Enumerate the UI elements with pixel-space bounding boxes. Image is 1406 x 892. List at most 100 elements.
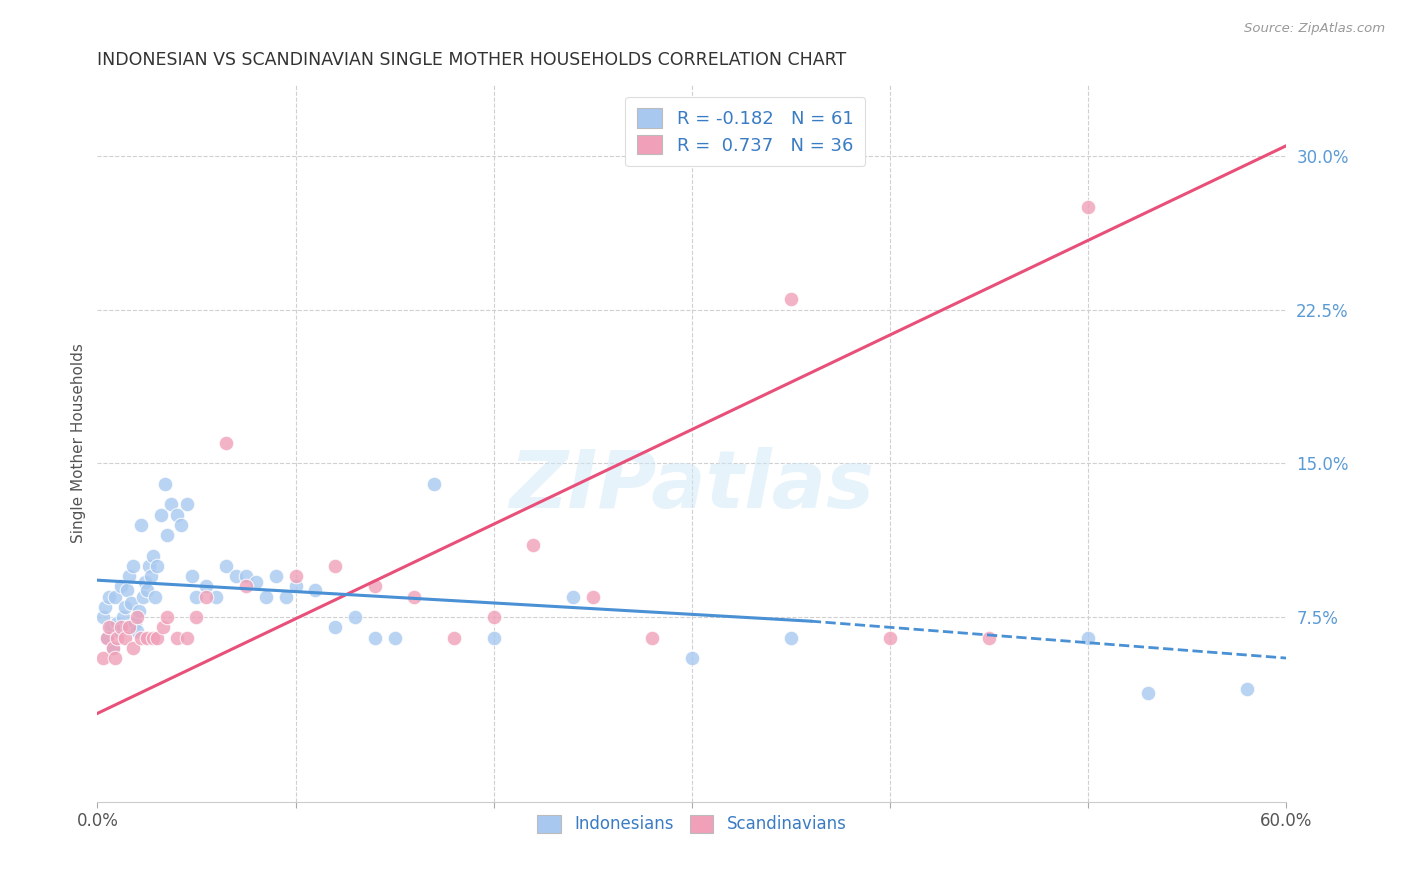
Point xyxy=(96,631,118,645)
Point xyxy=(112,610,135,624)
Point xyxy=(156,528,179,542)
Point xyxy=(135,631,157,645)
Point xyxy=(205,590,228,604)
Point xyxy=(176,497,198,511)
Point xyxy=(235,569,257,583)
Point xyxy=(132,590,155,604)
Point xyxy=(274,590,297,604)
Point xyxy=(142,549,165,563)
Point xyxy=(115,583,138,598)
Point xyxy=(443,631,465,645)
Point xyxy=(1077,631,1099,645)
Point xyxy=(122,640,145,655)
Text: INDONESIAN VS SCANDINAVIAN SINGLE MOTHER HOUSEHOLDS CORRELATION CHART: INDONESIAN VS SCANDINAVIAN SINGLE MOTHER… xyxy=(97,51,846,69)
Legend: Indonesians, Scandinavians: Indonesians, Scandinavians xyxy=(527,805,856,844)
Point xyxy=(125,610,148,624)
Point xyxy=(780,293,803,307)
Text: Source: ZipAtlas.com: Source: ZipAtlas.com xyxy=(1244,22,1385,36)
Point xyxy=(522,538,544,552)
Point xyxy=(105,631,128,645)
Point xyxy=(343,610,366,624)
Point xyxy=(114,599,136,614)
Point xyxy=(215,435,238,450)
Point xyxy=(879,631,901,645)
Point xyxy=(124,616,146,631)
Point xyxy=(125,624,148,639)
Point xyxy=(245,575,267,590)
Point xyxy=(146,631,169,645)
Point xyxy=(169,517,191,532)
Point xyxy=(122,558,145,573)
Point xyxy=(156,610,179,624)
Point xyxy=(284,579,307,593)
Point xyxy=(304,583,326,598)
Point xyxy=(195,590,218,604)
Point xyxy=(1077,200,1099,214)
Point xyxy=(364,631,387,645)
Point xyxy=(146,558,169,573)
Point xyxy=(186,590,208,604)
Point xyxy=(152,620,174,634)
Point xyxy=(186,610,208,624)
Point xyxy=(166,508,188,522)
Point xyxy=(129,631,152,645)
Point xyxy=(384,631,406,645)
Point xyxy=(482,631,505,645)
Point xyxy=(780,631,803,645)
Point xyxy=(118,620,141,634)
Point xyxy=(979,631,1001,645)
Point xyxy=(264,569,287,583)
Point xyxy=(562,590,585,604)
Point xyxy=(115,620,138,634)
Point xyxy=(135,583,157,598)
Point xyxy=(159,497,181,511)
Point xyxy=(1136,686,1159,700)
Point xyxy=(91,610,114,624)
Point xyxy=(323,558,346,573)
Point xyxy=(582,590,605,604)
Point xyxy=(254,590,277,604)
Point xyxy=(128,604,150,618)
Point xyxy=(103,640,125,655)
Point xyxy=(404,590,426,604)
Point xyxy=(100,620,122,634)
Point xyxy=(114,631,136,645)
Point xyxy=(134,575,156,590)
Point xyxy=(139,569,162,583)
Point xyxy=(96,631,118,645)
Point xyxy=(149,508,172,522)
Point xyxy=(215,558,238,573)
Point xyxy=(118,569,141,583)
Point xyxy=(284,569,307,583)
Point xyxy=(482,610,505,624)
Point xyxy=(166,631,188,645)
Point xyxy=(98,590,121,604)
Point xyxy=(235,579,257,593)
Point xyxy=(110,620,132,634)
Point xyxy=(181,569,204,583)
Point xyxy=(153,476,176,491)
Point xyxy=(94,599,117,614)
Point xyxy=(641,631,664,645)
Point xyxy=(104,590,127,604)
Point xyxy=(143,590,166,604)
Point xyxy=(110,579,132,593)
Point xyxy=(104,651,127,665)
Point xyxy=(129,517,152,532)
Point xyxy=(108,624,131,639)
Point xyxy=(105,616,128,631)
Point xyxy=(91,651,114,665)
Point xyxy=(98,620,121,634)
Point xyxy=(120,596,142,610)
Point xyxy=(195,579,218,593)
Point xyxy=(225,569,247,583)
Point xyxy=(681,651,703,665)
Point xyxy=(423,476,446,491)
Y-axis label: Single Mother Households: Single Mother Households xyxy=(72,343,86,543)
Point xyxy=(176,631,198,645)
Point xyxy=(364,579,387,593)
Point xyxy=(142,631,165,645)
Point xyxy=(1236,681,1258,696)
Point xyxy=(138,558,160,573)
Text: ZIPatlas: ZIPatlas xyxy=(509,447,875,524)
